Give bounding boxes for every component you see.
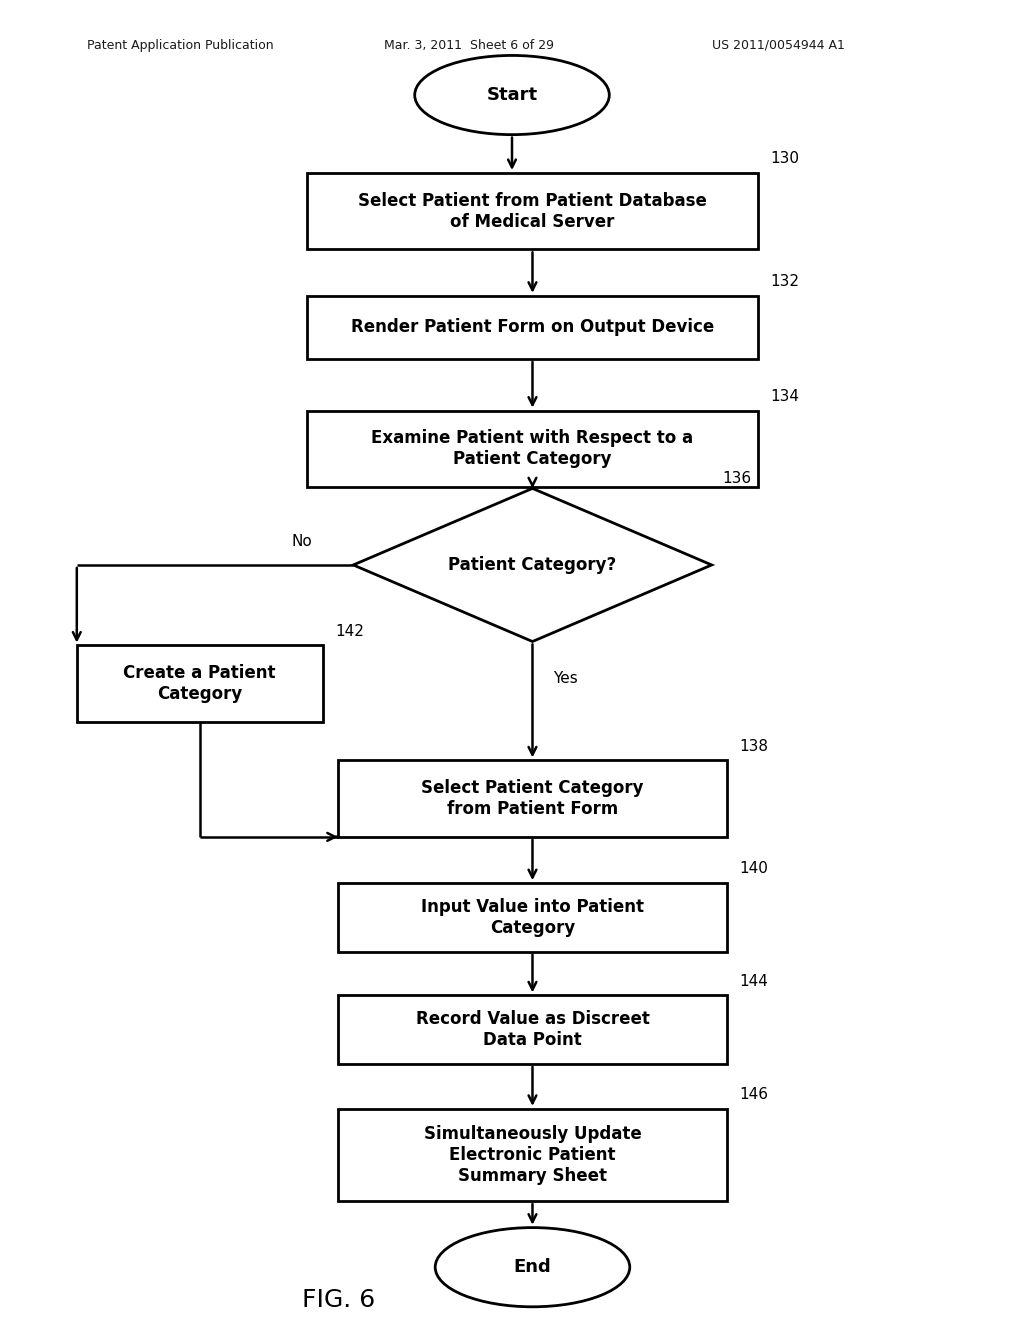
Text: 144: 144	[739, 974, 768, 989]
Text: 138: 138	[739, 739, 768, 754]
Text: Render Patient Form on Output Device: Render Patient Form on Output Device	[351, 318, 714, 337]
Bar	[307, 173, 758, 249]
Text: 140: 140	[739, 862, 768, 876]
Text: Record Value as Discreet
Data Point: Record Value as Discreet Data Point	[416, 1010, 649, 1049]
Bar	[77, 645, 323, 722]
Text: FIG. 6: FIG. 6	[302, 1288, 376, 1312]
Text: 142: 142	[335, 624, 364, 639]
Ellipse shape	[435, 1228, 630, 1307]
Text: US 2011/0054944 A1: US 2011/0054944 A1	[712, 38, 845, 51]
Text: Select Patient from Patient Database
of Medical Server: Select Patient from Patient Database of …	[358, 191, 707, 231]
Text: Create a Patient
Category: Create a Patient Category	[124, 664, 275, 704]
Text: Start: Start	[486, 86, 538, 104]
Bar	[338, 995, 727, 1064]
Text: Input Value into Patient
Category: Input Value into Patient Category	[421, 898, 644, 937]
Bar	[307, 296, 758, 359]
Text: 134: 134	[770, 389, 799, 404]
Ellipse shape	[415, 55, 609, 135]
Text: Simultaneously Update
Electronic Patient
Summary Sheet: Simultaneously Update Electronic Patient…	[424, 1125, 641, 1185]
Bar	[338, 883, 727, 952]
Bar	[338, 760, 727, 837]
Text: 130: 130	[770, 152, 799, 166]
Bar	[338, 1109, 727, 1201]
Text: No: No	[292, 533, 312, 549]
Text: Yes: Yes	[553, 671, 578, 685]
Bar	[307, 411, 758, 487]
Text: End: End	[514, 1258, 551, 1276]
Text: Examine Patient with Respect to a
Patient Category: Examine Patient with Respect to a Patien…	[372, 429, 693, 469]
Text: 136: 136	[722, 471, 751, 486]
Text: Select Patient Category
from Patient Form: Select Patient Category from Patient For…	[421, 779, 644, 818]
Text: Patient Category?: Patient Category?	[449, 556, 616, 574]
Polygon shape	[353, 488, 712, 642]
Text: Patent Application Publication: Patent Application Publication	[87, 38, 273, 51]
Text: 146: 146	[739, 1088, 768, 1102]
Text: Mar. 3, 2011  Sheet 6 of 29: Mar. 3, 2011 Sheet 6 of 29	[384, 38, 554, 51]
Text: 132: 132	[770, 275, 799, 289]
